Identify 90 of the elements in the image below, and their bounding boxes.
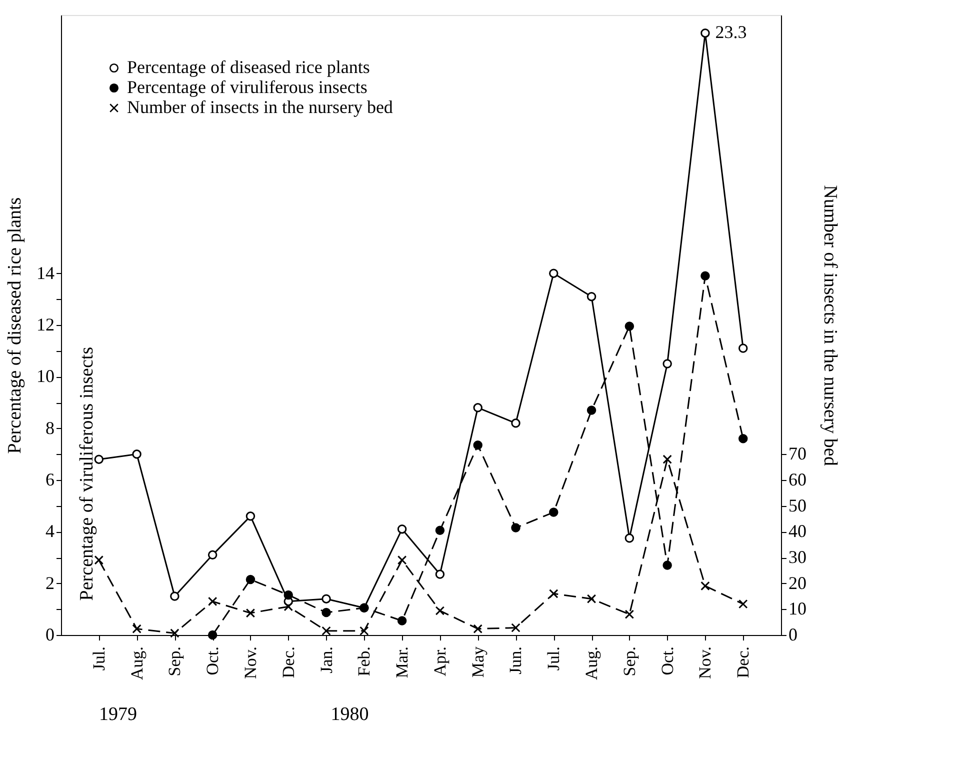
point <box>360 626 369 636</box>
y-tick-label: 12 <box>36 314 54 334</box>
point <box>246 608 256 618</box>
point <box>473 440 482 450</box>
point <box>738 599 748 609</box>
x-tick-label: Apr. <box>430 646 450 676</box>
point <box>586 292 596 302</box>
text: 1980 <box>330 704 369 725</box>
x-tick-label: Oct. <box>203 646 222 676</box>
y2-tick-label: 50 <box>788 495 806 516</box>
y-tick-label: 14 <box>36 262 54 283</box>
y-axis-title: Percentage of diseased rice plants <box>4 197 26 454</box>
y2-tick-label: 30 <box>788 547 806 567</box>
y-tick-label: 4 <box>46 521 54 542</box>
x-tick-label: Nov. <box>696 646 715 679</box>
y-tick-label: 2 <box>46 572 54 593</box>
point <box>700 28 710 38</box>
y2-tick-label: 20 <box>788 572 806 593</box>
point <box>94 454 104 464</box>
point <box>549 589 558 598</box>
point <box>662 359 672 368</box>
y-tick-label: 6 <box>46 470 54 490</box>
legend-label: Percentage of viruliferous insects <box>127 77 368 97</box>
y2-tick-label: 40 <box>788 521 806 542</box>
point <box>549 268 558 278</box>
point <box>662 454 672 464</box>
x-tick-label: Feb. <box>354 646 374 676</box>
point <box>738 344 748 353</box>
annotation: Percentage of viruliferous insects <box>76 346 98 601</box>
point <box>700 581 710 591</box>
x-tick-label: Jan. <box>316 646 336 674</box>
legend-label: Number of insects in the nursery bed <box>127 97 393 117</box>
y-tick-label: 10 <box>36 366 54 386</box>
x-tick-label: Aug. <box>127 646 146 680</box>
point <box>397 616 407 626</box>
x-tick-label: Nov. <box>240 646 260 679</box>
point <box>511 623 520 632</box>
point <box>738 434 748 444</box>
point <box>473 403 482 412</box>
point <box>132 624 142 634</box>
y-tick-label: 8 <box>46 418 54 438</box>
point <box>322 626 331 636</box>
x-tick-label: Jun. <box>506 646 526 674</box>
point <box>435 570 445 579</box>
point <box>700 271 710 281</box>
point <box>435 526 445 535</box>
y-tick-label: 0 <box>46 624 54 644</box>
point <box>662 560 672 570</box>
point <box>624 610 634 619</box>
point <box>170 592 180 601</box>
y2-tick-label: 10 <box>788 598 806 619</box>
text: 1979 <box>99 704 138 725</box>
point <box>246 512 256 521</box>
y2-axis-title: Number of insects in the nursery bed <box>820 185 840 466</box>
point <box>586 406 596 415</box>
y2-tick-label: 0 <box>788 624 798 644</box>
x-tick-label: May <box>468 646 488 678</box>
x-tick-label: Sep. <box>165 646 184 676</box>
point <box>586 594 596 604</box>
y2-tick-label: 70 <box>788 444 806 464</box>
point <box>511 418 520 428</box>
point <box>132 450 142 459</box>
x-tick-label: Jul. <box>89 646 108 671</box>
point <box>284 602 293 612</box>
point <box>435 606 445 616</box>
x-tick-label: Jul. <box>544 646 564 671</box>
x-tick-label: Mar. <box>392 646 412 678</box>
point <box>473 624 482 634</box>
x-tick-label: Aug. <box>582 646 602 680</box>
point <box>624 322 634 331</box>
data-label: 23.3 <box>715 22 747 42</box>
point <box>549 508 558 517</box>
point <box>397 555 407 565</box>
point <box>322 594 331 604</box>
point <box>208 630 218 640</box>
point <box>208 550 218 560</box>
point <box>208 596 218 606</box>
point <box>397 524 407 534</box>
point <box>170 628 180 638</box>
point <box>511 523 520 532</box>
x-tick-label: Oct. <box>658 646 677 676</box>
x-tick-label: Dec. <box>278 646 298 678</box>
point <box>322 608 331 618</box>
point <box>624 534 634 543</box>
x-tick-label: Sep. <box>620 646 639 676</box>
y2-tick-label: 60 <box>788 470 806 490</box>
legend-label: Percentage of diseased rice plants <box>127 57 370 77</box>
point <box>246 574 256 584</box>
x-tick-label: Dec. <box>734 646 753 678</box>
point <box>284 590 293 600</box>
